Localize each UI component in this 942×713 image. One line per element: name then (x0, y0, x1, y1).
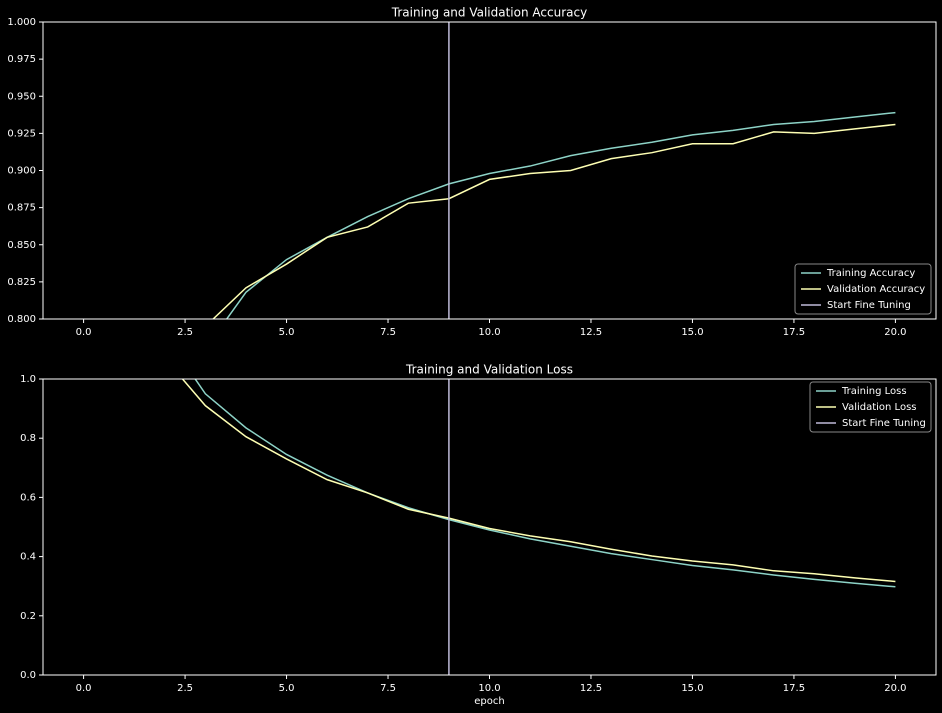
line (194, 379, 896, 588)
line (225, 111, 896, 319)
y-tick-label: 0.875 (7, 203, 36, 214)
legend-label: Validation Accuracy (827, 284, 925, 295)
y-tick-label: 0.800 (7, 314, 36, 325)
y-tick-label: 0.900 (7, 166, 36, 177)
x-tick-label: 7.5 (380, 327, 396, 338)
y-tick-label: 0.6 (20, 492, 36, 503)
legend-box (794, 263, 932, 315)
legend-label: Start Fine Tuning (827, 300, 911, 311)
x-tick-label: 15.0 (681, 327, 703, 338)
chart-title: Training and Validation Loss (405, 363, 573, 377)
y-tick-label: 0.950 (7, 91, 36, 102)
y-tick-label: 1.0 (20, 374, 36, 385)
x-tick-label: 20.0 (884, 327, 906, 338)
y-tick-label: 0.2 (20, 611, 36, 622)
y-tick-label: 0.825 (7, 277, 36, 288)
x-tick-label: 2.5 (177, 683, 193, 694)
line (212, 123, 896, 319)
y-tick-label: 0.925 (7, 128, 36, 139)
y-tick-label: 0.975 (7, 54, 36, 65)
legend-label: Training Loss (841, 386, 907, 397)
x-tick-label: 10.0 (478, 327, 500, 338)
subplot: Training and Validation Accuracy 0.0 2.5 5.… (7, 6, 937, 338)
x-tick-label: 2.5 (177, 327, 193, 338)
x-tick-label: 10.0 (478, 683, 500, 694)
subplot: Training and Validation Loss 0.0 2.5 5.0 7.5… (20, 363, 937, 707)
chart-title: Training and Validation Accuracy (391, 6, 587, 20)
y-tick-label: 0.0 (20, 670, 36, 681)
y-tick-label: 0.8 (20, 433, 36, 444)
x-tick-label: 17.5 (783, 683, 805, 694)
x-tick-label: 17.5 (783, 327, 805, 338)
x-tick-label: 20.0 (884, 683, 906, 694)
x-tick-label: 15.0 (681, 683, 703, 694)
axes-frame (42, 378, 937, 676)
x-tick-label: 5.0 (279, 683, 295, 694)
y-tick-label: 0.4 (20, 552, 36, 563)
axes-frame (42, 21, 937, 320)
x-tick-label: 0.0 (76, 683, 92, 694)
x-tick-label: 5.0 (279, 327, 295, 338)
legend-box (809, 381, 932, 433)
legend-label: Validation Loss (842, 402, 917, 413)
x-tick-label: 0.0 (76, 327, 92, 338)
legend-label: Start Fine Tuning (842, 418, 926, 429)
x-tick-label: 12.5 (580, 327, 602, 338)
legend-label: Training Accuracy (826, 268, 915, 279)
x-axis-label: epoch (474, 696, 504, 707)
x-tick-label: 7.5 (380, 683, 396, 694)
line (181, 379, 896, 583)
y-tick-label: 1.000 (7, 17, 36, 28)
x-tick-label: 12.5 (580, 683, 602, 694)
y-tick-label: 0.850 (7, 240, 36, 251)
